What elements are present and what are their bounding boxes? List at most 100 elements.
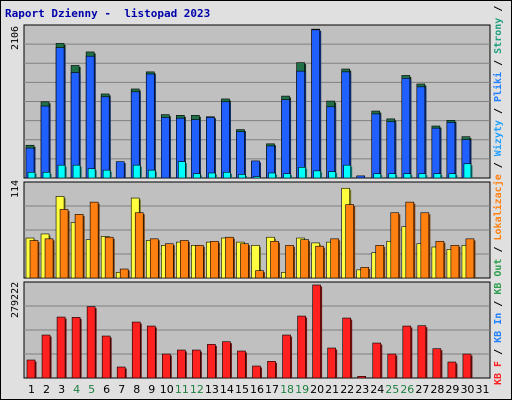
day-label-21: 21 [325, 383, 339, 396]
locations-bar-day-21 [330, 238, 339, 279]
legend-separator: / [493, 102, 504, 121]
day-label-16: 16 [250, 383, 264, 396]
day-label-20: 20 [310, 383, 324, 396]
hits-bar-files-day-26 [401, 77, 411, 179]
day-label-8: 8 [133, 383, 140, 396]
hits-bar-files-day-12 [191, 119, 200, 179]
day-label-6: 6 [103, 383, 110, 396]
hits-bar-files-day-13 [206, 117, 215, 179]
kbytes-bar-day-27 [417, 325, 427, 379]
kbytes-bar-day-6 [101, 335, 111, 379]
kbytes-bar-day-29 [447, 361, 457, 379]
day-label-28: 28 [430, 383, 444, 396]
kbytes-bar-day-28 [432, 348, 442, 379]
hits-bar-files-day-21 [326, 106, 335, 179]
hits-bar-files-day-5 [85, 55, 95, 179]
hits-bar-pages-day-11 [178, 161, 186, 179]
visits-ymax-label: 114 [10, 179, 21, 198]
hits-bar-files-day-6 [100, 96, 110, 179]
locations-bar-day-16 [255, 270, 264, 279]
locations-bar-day-26 [405, 201, 415, 279]
kbytes-bar-day-15 [237, 350, 246, 379]
day-label-29: 29 [445, 383, 459, 396]
kbytes-bar-day-5 [86, 306, 96, 379]
day-label-11: 11 [175, 383, 189, 396]
legend-separator: / [493, 294, 504, 313]
kbytes-bar-day-18 [282, 334, 291, 379]
day-label-19: 19 [295, 383, 309, 396]
hits-bar-files-day-16 [251, 160, 260, 179]
hits-bar-files-day-18 [281, 99, 290, 179]
hits-bar-pages-day-27 [418, 173, 427, 179]
hits-bar-files-day-15 [236, 131, 245, 179]
kbytes-bar-day-26 [402, 325, 412, 379]
locations-bar-day-17 [270, 240, 279, 279]
hits-ymax-label: 2106 [10, 25, 21, 50]
kbytes-bar-day-10 [161, 353, 171, 379]
hits-bar-files-day-7 [115, 161, 125, 179]
locations-bar-day-4 [74, 214, 84, 279]
day-label-9: 9 [148, 383, 155, 396]
hits-bar-pages-day-19 [298, 167, 306, 179]
legend-separator: / [493, 240, 504, 259]
kbytes-bar-day-16 [252, 365, 261, 379]
kbytes-bar-day-2 [41, 334, 51, 379]
day-label-3: 3 [58, 383, 65, 396]
kbytes-bar-day-8 [131, 321, 141, 379]
hits-bar-pages-day-12 [193, 173, 201, 179]
locations-bar-day-5 [89, 201, 99, 279]
locations-bar-day-30 [465, 238, 475, 279]
hits-bar-pages-day-2 [42, 172, 51, 179]
legend-separator: / [493, 156, 504, 175]
hits-bar-pages-day-26 [403, 173, 412, 179]
hits-bar-pages-day-1 [27, 172, 36, 179]
legend-separator: / [493, 0, 504, 18]
day-label-4: 4 [73, 383, 80, 396]
locations-bar-day-27 [420, 212, 430, 279]
kbytes-bar-day-19 [297, 315, 306, 379]
day-label-7: 7 [118, 383, 125, 396]
hits-bar-pages-day-22 [343, 164, 351, 179]
day-label-10: 10 [160, 383, 174, 396]
locations-bar-day-14 [225, 236, 234, 279]
hits-bar-files-day-19 [296, 70, 305, 179]
locations-bar-day-28 [435, 240, 445, 279]
locations-bar-day-23 [360, 267, 370, 279]
legend-item: KB Out [493, 258, 504, 295]
legend-separator: / [493, 342, 504, 361]
kbytes-bar-day-23 [357, 376, 367, 379]
locations-bar-day-8 [134, 212, 144, 279]
kbytes-bar-day-24 [372, 342, 382, 379]
hits-bar-pages-day-30 [463, 163, 472, 179]
hits-bar-files-day-3 [55, 47, 65, 179]
hits-bar-pages-day-29 [448, 173, 457, 179]
legend-separator: / [493, 53, 504, 72]
hits-bar-pages-day-4 [72, 164, 81, 179]
locations-bar-day-13 [210, 240, 219, 279]
hits-bar-pages-day-5 [87, 168, 96, 179]
hits-bar-files-day-14 [221, 101, 230, 179]
locations-bar-day-3 [59, 209, 69, 279]
hits-bar-files-day-25 [386, 121, 396, 179]
hits-bar-files-day-22 [341, 71, 350, 179]
hits-bar-pages-day-15 [238, 174, 246, 179]
day-label-31: 31 [475, 383, 489, 396]
day-label-15: 15 [235, 383, 249, 396]
kbytes-bar-day-22 [342, 317, 351, 379]
hits-bar-files-day-20 [311, 29, 320, 179]
day-label-25: 25 [385, 383, 399, 396]
hits-bar-pages-day-24 [373, 173, 382, 179]
locations-bar-day-29 [450, 245, 460, 279]
hits-bar-files-day-24 [371, 113, 381, 179]
day-label-18: 18 [280, 383, 294, 396]
locations-bar-day-18 [285, 245, 294, 279]
hits-bar-pages-day-13 [208, 172, 216, 179]
kbytes-bar-day-7 [116, 366, 126, 379]
day-label-30: 30 [460, 383, 474, 396]
locations-bar-day-11 [180, 240, 189, 279]
locations-bar-day-22 [345, 204, 354, 279]
locations-bar-day-20 [315, 245, 324, 279]
kbytes-bar-day-11 [177, 349, 186, 379]
hits-bar-files-day-9 [145, 73, 155, 179]
